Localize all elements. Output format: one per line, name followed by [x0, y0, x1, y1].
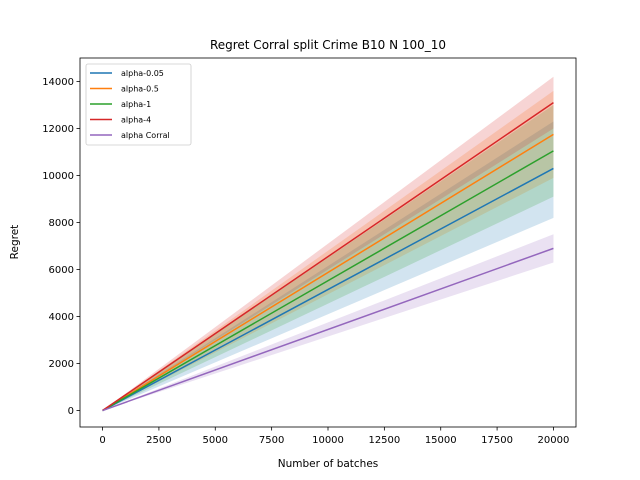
- y-tick-label: 8000: [49, 218, 74, 229]
- x-tick-label: 10000: [312, 435, 344, 446]
- line-alpha-corral: [102, 247, 554, 412]
- band-alpha-0-05: [102, 121, 554, 411]
- legend: alpha-0.05 alpha-0.5 alpha-1 alpha-4 alpha C…: [85, 63, 192, 146]
- x-tick-label: 0: [99, 435, 105, 446]
- legend-label-alpha-1: alpha-1: [121, 100, 151, 109]
- x-tick-label: 7500: [259, 435, 284, 446]
- y-tick-label: 2000: [49, 359, 74, 370]
- chart-title: Regret Corral split Crime B10 N 100_10: [210, 38, 446, 52]
- x-tick-label: 12500: [368, 435, 400, 446]
- line-alpha-1: [102, 150, 554, 412]
- y-tick-label: 6000: [49, 265, 74, 276]
- y-axis-ticks: 0 2000 4000 6000 8000 10000 12000 14000: [42, 77, 80, 417]
- line-alpha-0-5: [102, 133, 554, 412]
- y-tick-label: 10000: [42, 171, 74, 182]
- y-tick-label: 4000: [49, 312, 74, 323]
- y-tick-label: 0: [68, 406, 74, 417]
- series-lines: [102, 102, 554, 412]
- x-axis-ticks: 0 2500 5000 7500 10000 12500 15000 17500 20000: [99, 427, 569, 446]
- band-alpha-corral: [102, 234, 554, 411]
- legend-label-alpha-0-05: alpha-0.05: [121, 69, 164, 78]
- y-tick-label: 14000: [42, 77, 74, 88]
- band-alpha-4: [102, 76, 554, 411]
- y-tick-label: 12000: [42, 124, 74, 135]
- line-alpha-4: [102, 102, 554, 412]
- legend-box: [85, 63, 192, 146]
- line-alpha-0-05: [102, 167, 554, 412]
- legend-label-alpha-4: alpha-4: [121, 116, 151, 125]
- legend-label-alpha-0-5: alpha-0.5: [121, 85, 159, 94]
- legend-label-alpha-corral: alpha Corral: [121, 131, 170, 140]
- x-tick-label: 5000: [203, 435, 228, 446]
- x-tick-label: 20000: [538, 435, 570, 446]
- x-tick-label: 15000: [425, 435, 457, 446]
- x-tick-label: 2500: [146, 435, 171, 446]
- band-alpha-0-5: [102, 90, 554, 411]
- y-axis-title: Regret: [9, 225, 21, 260]
- x-tick-label: 17500: [481, 435, 513, 446]
- x-axis-title: Number of batches: [278, 458, 379, 470]
